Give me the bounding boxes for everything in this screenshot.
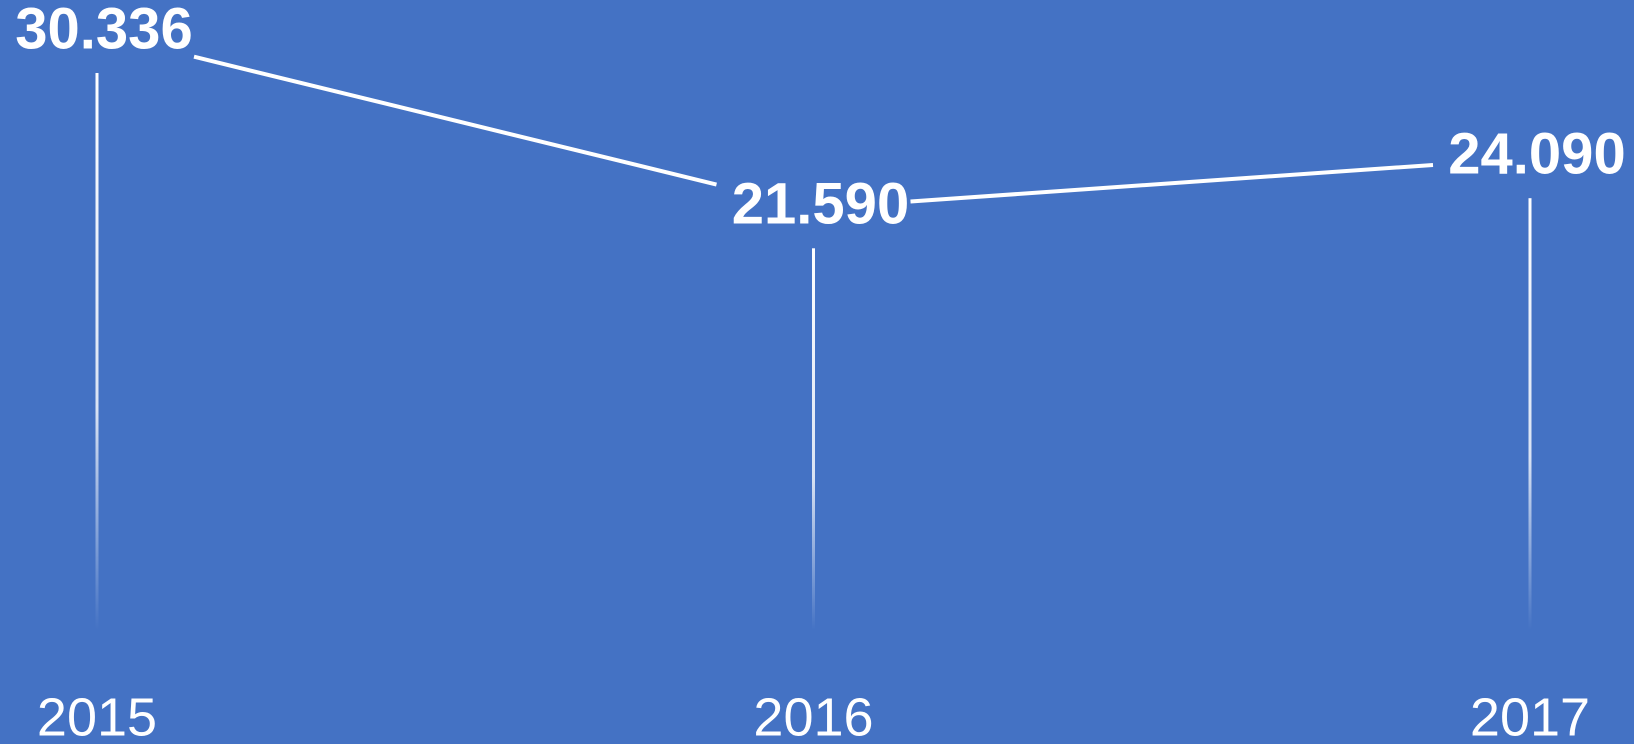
x-tick-label: 2015 [37,687,157,744]
line-segment [193,54,717,187]
data-label: 21.590 [732,172,909,237]
drop-line [95,73,99,630]
drop-line [812,248,815,630]
x-tick-label: 2016 [753,687,873,744]
data-label: 30.336 [15,0,192,61]
data-label: 24.090 [1448,122,1625,187]
x-tick-label: 2017 [1470,687,1590,744]
drop-line [1528,198,1532,631]
line-segment [910,162,1434,204]
